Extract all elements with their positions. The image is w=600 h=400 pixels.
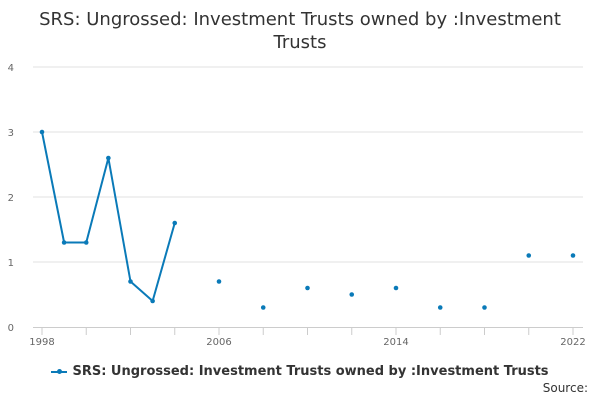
data-point	[305, 285, 310, 291]
x-tick-label: 2006	[206, 337, 231, 348]
data-point	[482, 305, 487, 310]
x-tick-label: 2022	[560, 337, 585, 348]
data-point	[570, 253, 576, 258]
legend-swatch	[51, 368, 68, 374]
source-label: Source:	[542, 381, 588, 395]
x-tick-label: 1998	[29, 337, 54, 348]
x-tick-label: 2014	[383, 337, 408, 348]
y-tick-label: 1	[8, 258, 14, 269]
data-point	[83, 240, 89, 245]
y-tick-label: 3	[8, 128, 14, 139]
data-point	[39, 129, 45, 135]
data-point	[437, 305, 443, 310]
data-point	[61, 240, 67, 245]
data-point	[526, 253, 532, 258]
data-point	[172, 220, 178, 226]
y-tick-label: 0	[8, 323, 14, 334]
chart-title: SRS: Ungrossed: Investment Trusts owned …	[39, 9, 561, 53]
data-point	[216, 279, 222, 284]
data-point	[128, 279, 133, 284]
legend-label: SRS: Ungrossed: Investment Trusts owned …	[72, 364, 549, 379]
data-point	[260, 305, 266, 310]
y-tick-label: 2	[8, 193, 14, 204]
y-tick-label: 4	[8, 63, 14, 74]
legend[interactable]: SRS: Ungrossed: Investment Trusts owned …	[0, 364, 600, 379]
data-point	[393, 285, 399, 291]
data-point	[150, 298, 155, 304]
data-point	[349, 292, 355, 297]
data-point	[106, 155, 111, 161]
